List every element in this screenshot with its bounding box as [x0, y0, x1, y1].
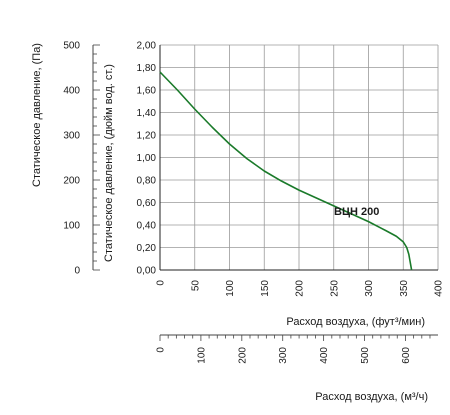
plot-frame	[159, 45, 438, 271]
m3h-tick-label: 400	[319, 347, 330, 364]
pressure-inwg-axis: 0,00 0,20 0,40 0,60 0,80 1,00 1,20 1,40 1,60 1,80…	[137, 41, 157, 277]
inwg-tick-label: 0,80	[137, 176, 157, 187]
inwg-tick-label: 1,40	[137, 108, 157, 119]
cfm-tick-label: 250	[329, 280, 340, 297]
cfm-tick-label: 50	[190, 280, 201, 292]
pa-tick-label: 400	[63, 86, 80, 97]
series-label: ВЦН 200	[334, 206, 379, 218]
m3h-tick-label: 300	[278, 347, 289, 364]
pressure-pa-axis: 0 100 200 300 400 500	[63, 41, 100, 277]
inwg-tick-label: 0,20	[137, 243, 157, 254]
pa-tick-label: 300	[63, 131, 80, 142]
pressure-pa-axis-title: Статическое давление, (Па)	[31, 43, 43, 187]
cfm-tick-label: 100	[225, 280, 236, 297]
series-line	[159, 71, 413, 271]
pa-tick-label: 0	[74, 266, 80, 277]
m3h-tick-label: 200	[237, 347, 248, 364]
airflow-m3h-axis: 0 100 200 300 400 500 600	[156, 334, 438, 364]
pa-tick-label: 200	[63, 176, 80, 187]
m3h-tick-label: 500	[360, 347, 371, 364]
cfm-tick-label: 150	[260, 280, 271, 297]
m3h-tick-label: 100	[196, 347, 207, 364]
inwg-tick-label: 0,60	[137, 198, 157, 209]
series-layer: ВЦН 200	[159, 71, 413, 271]
m3h-tick-label: 600	[401, 347, 412, 364]
cfm-tick-label: 400	[434, 280, 445, 297]
pa-tick-label: 500	[63, 41, 80, 52]
cfm-tick-label: 200	[295, 280, 306, 297]
airflow-m3h-axis-title: Расход воздуха, (м³/ч)	[315, 391, 428, 403]
m3h-tick-label: 0	[156, 347, 167, 353]
cfm-tick-label: 0	[156, 280, 167, 286]
cfm-tick-label: 300	[364, 280, 375, 297]
airflow-cfm-axis: 0 50 100 150 200 250 300 350 400	[156, 280, 445, 297]
airflow-cfm-axis-title: Расход воздуха, (фут³/мин)	[286, 316, 425, 328]
inwg-tick-label: 1,20	[137, 131, 157, 142]
inwg-tick-label: 2,00	[137, 41, 157, 52]
pa-tick-label: 100	[63, 221, 80, 232]
inwg-tick-label: 0,00	[137, 266, 157, 277]
pressure-inwg-axis-title: Статическое давление, (дюйм вод. ст.)	[103, 64, 115, 262]
cfm-tick-label: 350	[399, 280, 410, 297]
grid	[159, 44, 439, 271]
inwg-tick-label: 1,80	[137, 63, 157, 74]
inwg-tick-label: 1,00	[137, 153, 157, 164]
inwg-tick-label: 1,60	[137, 86, 157, 97]
inwg-tick-label: 0,40	[137, 221, 157, 232]
